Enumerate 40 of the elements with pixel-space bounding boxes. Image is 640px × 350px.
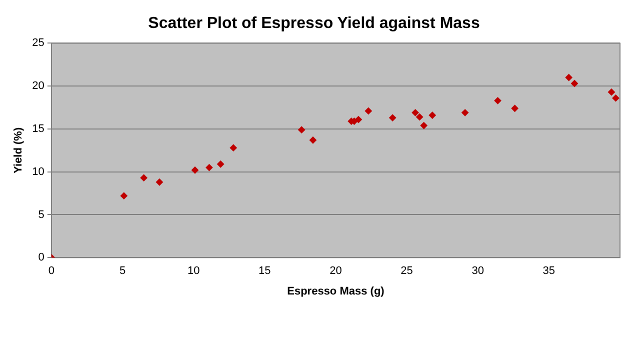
point <box>120 192 128 200</box>
y-tick-label: 10 <box>32 166 44 178</box>
x-tick-label: 35 <box>542 265 556 278</box>
x-tick-label: 10 <box>187 265 200 278</box>
point <box>511 104 518 112</box>
y-axis-title: Yield (%) <box>12 127 25 174</box>
point <box>612 94 620 102</box>
point <box>416 113 424 120</box>
point <box>192 166 198 174</box>
point <box>217 160 224 168</box>
x-axis-title: Espresso Mass (g) <box>287 285 385 298</box>
point <box>206 164 213 172</box>
x-tick-label: 30 <box>472 265 484 278</box>
y-tick-label: 5 <box>38 208 44 221</box>
point <box>156 178 163 186</box>
y-tick-label: 20 <box>32 80 44 92</box>
point <box>428 112 436 119</box>
point <box>298 126 306 134</box>
point <box>389 114 396 122</box>
point <box>608 88 615 96</box>
x-tick-label: 5 <box>119 265 126 278</box>
point <box>565 74 572 82</box>
chart-title: Scatter Plot of Espresso Yield against Mass <box>148 15 480 32</box>
x-tick-label: 25 <box>400 265 413 278</box>
point <box>364 107 372 114</box>
x-tick-label: 0 <box>48 265 54 278</box>
point <box>494 97 502 104</box>
point <box>412 109 419 116</box>
y-tick-label: 15 <box>32 122 44 135</box>
y-tick-label: 0 <box>38 252 44 264</box>
point <box>571 80 578 88</box>
point <box>354 116 362 124</box>
point <box>140 174 148 182</box>
x-tick-label: 20 <box>330 265 342 278</box>
point <box>462 109 469 116</box>
point <box>230 144 237 152</box>
x-tick-label: 15 <box>258 265 271 278</box>
point <box>309 136 316 144</box>
point <box>420 122 428 130</box>
y-tick-label: 25 <box>32 37 44 50</box>
